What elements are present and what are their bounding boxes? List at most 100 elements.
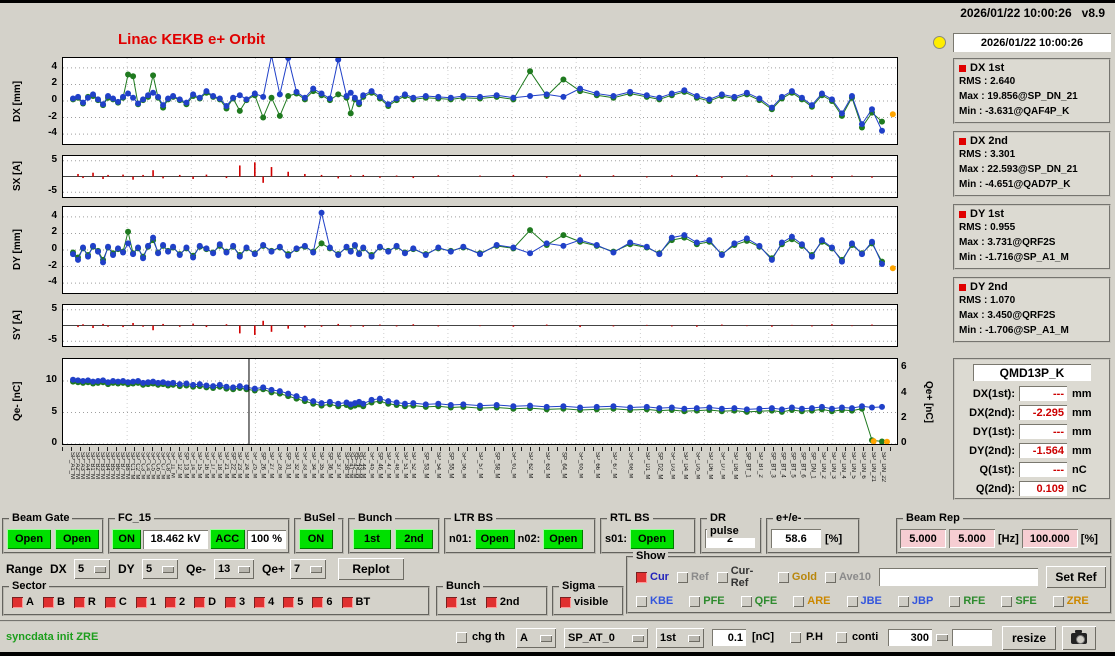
count-dropdown-glyph-icon[interactable]: [936, 634, 948, 641]
monitor-row-unit: mm: [1072, 425, 1092, 438]
sector-checkbox-5[interactable]: [283, 596, 295, 608]
fc15-on-button[interactable]: ON: [112, 529, 142, 549]
sector-checkbox-2[interactable]: [164, 596, 176, 608]
monitor-x-label: SP_25_M: [251, 452, 258, 479]
sigma-item-visible: visible: [560, 596, 608, 608]
sector-checkbox-R[interactable]: [73, 596, 85, 608]
rtl-s01-open-button[interactable]: Open: [630, 529, 675, 549]
set-ref-button[interactable]: Set Ref: [1046, 566, 1106, 588]
stat-block-dy-2nd: DY 2nd RMS : 1.070 Max : 3.450@QRF2S Min : …: [953, 277, 1111, 343]
show-label-JBE: JBE: [860, 595, 882, 607]
fc15-acc-button[interactable]: ACC: [209, 529, 245, 549]
monitor-select[interactable]: SP_AT_0: [564, 628, 648, 648]
show-checkbox-Cur[interactable]: [636, 571, 647, 583]
resize-button[interactable]: resize: [1002, 626, 1056, 650]
sector-label-3: 3: [239, 596, 246, 608]
show-label-ARE: ARE: [807, 595, 831, 607]
show-label-Ref: Ref: [690, 571, 709, 583]
show-label-ZRE: ZRE: [1066, 595, 1089, 607]
ph-checkbox[interactable]: [790, 632, 801, 643]
chg-th-checkbox[interactable]: [456, 632, 467, 643]
sector-checkbox-1[interactable]: [135, 596, 147, 608]
range-qem-select[interactable]: 13: [214, 559, 254, 579]
dr-pulse-title: DR pulse: [707, 512, 760, 538]
monitor-row-label: DY(2nd):: [969, 444, 1015, 457]
monitor-x-label: SP_A3_M: [79, 452, 86, 480]
show-checkbox-JBP[interactable]: [897, 595, 909, 607]
show-checkbox-Ave10[interactable]: [824, 571, 836, 583]
monitor-x-label: SP_DN_21: [869, 452, 876, 483]
bunch-1st-button[interactable]: 1st: [353, 529, 391, 549]
sector-checkbox-D[interactable]: [194, 596, 206, 608]
sector-checkbox-4[interactable]: [254, 596, 266, 608]
range-qep-select[interactable]: 7: [290, 559, 326, 579]
monitor-row: DX(1st): --- mm: [955, 384, 1109, 403]
monitor-x-label: SP_DN_5: [849, 452, 856, 479]
range-dy-select[interactable]: 5: [142, 559, 178, 579]
dx-plot[interactable]: [62, 57, 898, 145]
top-border: [0, 0, 1115, 3]
bunch-2nd-button[interactable]: 2nd: [395, 529, 433, 549]
show-checkbox-Cur-Ref[interactable]: [716, 571, 728, 583]
sector-label-R: R: [87, 596, 96, 608]
show-checkbox-KBE[interactable]: [636, 595, 647, 607]
beam-gate-open1-button[interactable]: Open: [7, 529, 51, 549]
sector-label-BT: BT: [355, 596, 371, 608]
show-checkbox-RFE[interactable]: [949, 595, 961, 607]
sector-checks: A B R C 1 2 D 3 4 5 6 BT: [4, 588, 428, 608]
sector-checkbox-C[interactable]: [104, 596, 116, 608]
show-item-Cur: Cur: [636, 571, 669, 583]
y-tick-label: 4: [51, 60, 57, 72]
show-checkbox-SFE[interactable]: [1001, 595, 1013, 607]
monitor-row-unit: mm: [1072, 387, 1092, 400]
bunch-mode-select[interactable]: 1st: [656, 628, 704, 648]
qe-right-axis-title: Qe+ [nC]: [923, 380, 934, 423]
ltr-n01-open-button[interactable]: Open: [474, 529, 515, 549]
aux-input[interactable]: [952, 629, 992, 646]
bunch-checkbox-1st[interactable]: [446, 596, 457, 608]
beam-gate-open2-button[interactable]: Open: [55, 529, 99, 549]
sector-checkbox-6[interactable]: [312, 596, 324, 608]
header-clock: 2026/01/22 10:00:26 v8.9: [960, 6, 1105, 20]
screenshot-button[interactable]: [1062, 626, 1096, 650]
y-tick-label: 0: [51, 94, 57, 105]
monitor-x-label: SP_B6_M: [114, 452, 121, 480]
ref-name-input[interactable]: [879, 568, 1038, 586]
monitor-x-label: SP_28_M: [276, 452, 283, 479]
monitor-x-label: SP_67_M: [610, 452, 617, 479]
dropdown-glyph-icon: [540, 634, 552, 642]
sy-plot[interactable]: [62, 304, 898, 347]
monitor-x-label: SP_D8_M: [731, 452, 738, 480]
monitor-select-value: SP_AT_0: [568, 632, 615, 644]
conti-checkbox[interactable]: [836, 632, 847, 643]
show-checkbox-JBE[interactable]: [846, 595, 858, 607]
count-input[interactable]: [888, 629, 932, 646]
sector-checkbox-A[interactable]: [12, 596, 23, 608]
bunch-checkbox-2nd[interactable]: [485, 596, 497, 608]
show-checkbox-ZRE[interactable]: [1052, 595, 1064, 607]
beam-rep-title: Beam Rep: [903, 512, 963, 525]
ltr-n02-open-button[interactable]: Open: [543, 529, 584, 549]
replot-button[interactable]: Replot: [338, 558, 404, 580]
sector-checkbox-B[interactable]: [42, 596, 54, 608]
show-checkbox-Ref[interactable]: [676, 571, 688, 583]
busel-on-button[interactable]: ON: [299, 529, 333, 549]
show-checkbox-Gold[interactable]: [777, 571, 789, 583]
sector-checkbox-BT[interactable]: [341, 596, 353, 608]
threshold-input[interactable]: [712, 629, 746, 646]
dy-plot[interactable]: [62, 206, 898, 294]
sx-plot[interactable]: [62, 155, 898, 198]
rtl-bs-group: RTL BS s01: Open: [600, 512, 696, 554]
show-checkbox-ARE[interactable]: [793, 595, 805, 607]
show-checkbox-PFE[interactable]: [689, 595, 701, 607]
monitor-x-label: SP_BT_2: [757, 452, 764, 478]
sigma-checkbox-visible[interactable]: [560, 596, 571, 608]
monitor-x-label: SP_B8_M: [124, 452, 131, 480]
range-dx-select[interactable]: 5: [74, 559, 110, 579]
show-checkbox-QFE[interactable]: [740, 595, 752, 607]
qe-plot[interactable]: [62, 358, 898, 445]
monitor-x-label: SP_63_M: [543, 452, 550, 479]
qe-yticks: 10 5 0: [34, 358, 60, 448]
sector-select[interactable]: A: [516, 628, 556, 648]
sector-checkbox-3[interactable]: [225, 596, 237, 608]
